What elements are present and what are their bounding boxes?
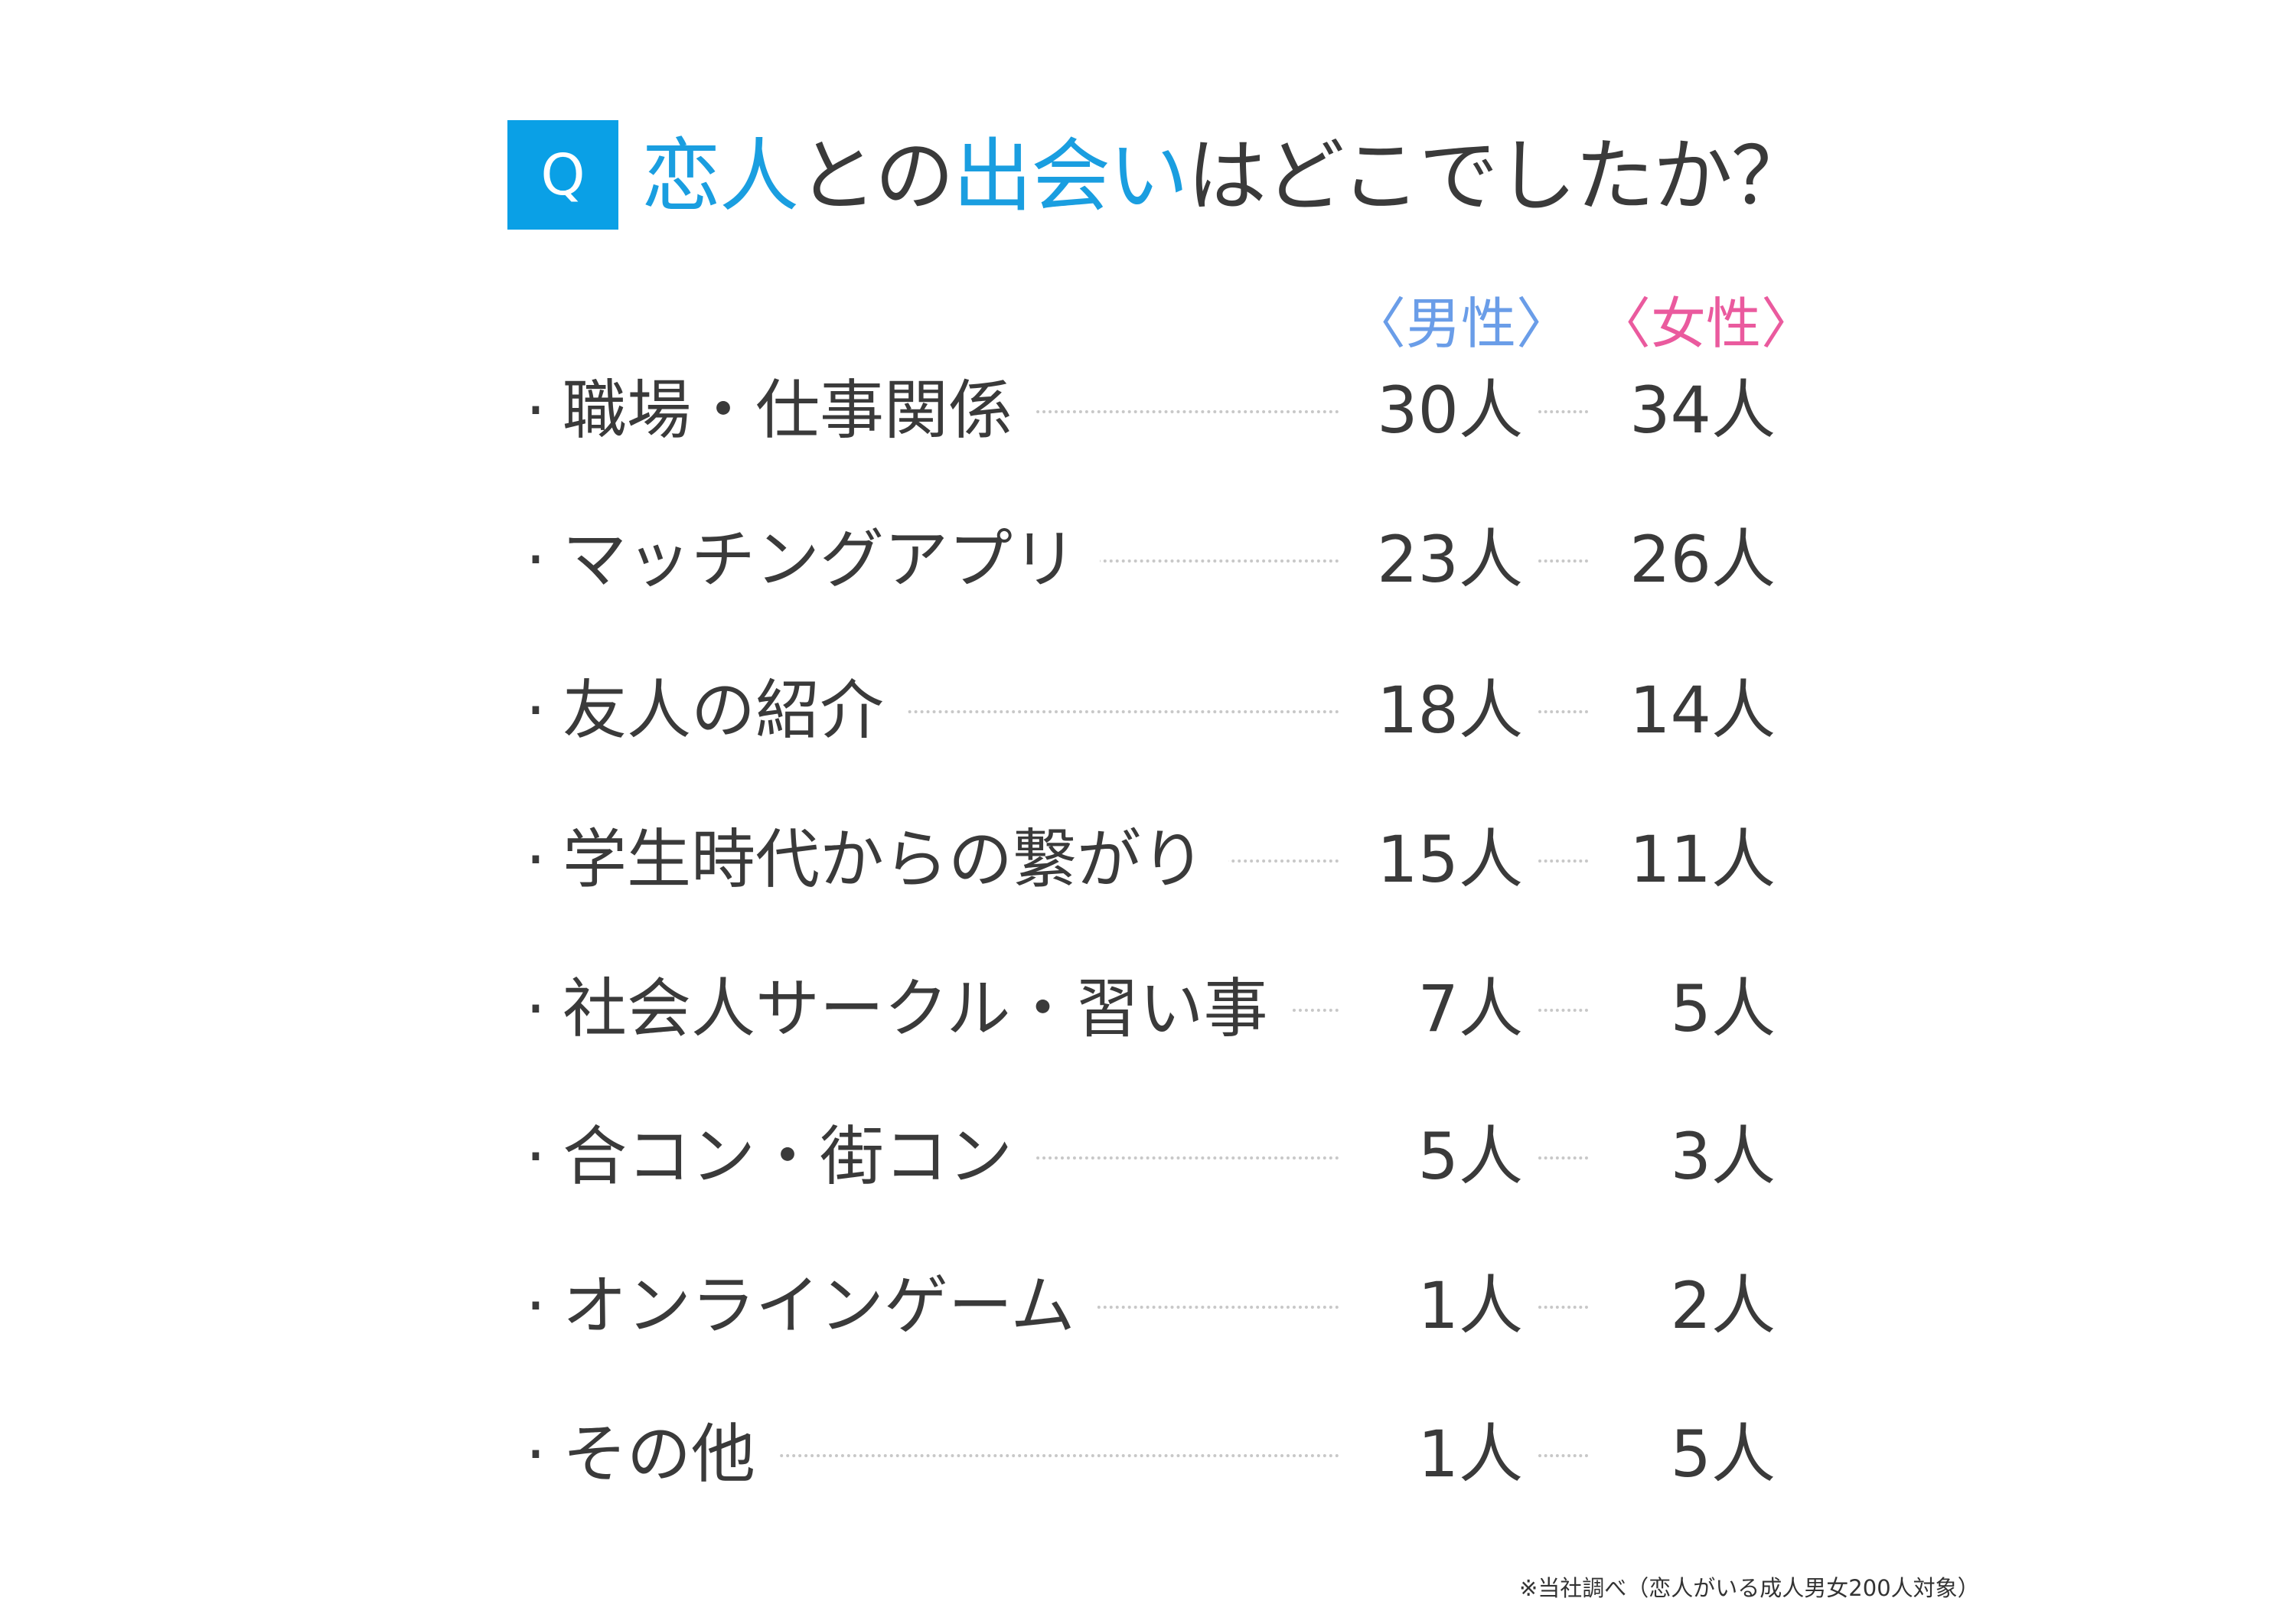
table-row: · 社会人サークル・習い事 7人 5人 [520, 963, 1776, 1055]
women-count: 34人 [1629, 373, 1776, 448]
title-part: 恋人 [641, 129, 799, 223]
table-row: · マッチングアプリ 23人 26人 [520, 514, 1776, 605]
row-label: その他 [563, 1408, 779, 1500]
row-label: 合コン・街コン [563, 1111, 1036, 1202]
men-count: 1人 [1417, 1268, 1523, 1343]
bullet: · [525, 522, 546, 597]
women-count: 5人 [1670, 971, 1776, 1046]
bullet: · [525, 1417, 546, 1492]
bullet: · [525, 1119, 546, 1194]
women-count: 3人 [1670, 1119, 1776, 1194]
men-count: 7人 [1417, 971, 1523, 1046]
row-label: 友人の紹介 [563, 664, 908, 756]
men-header: 〈男性〉 [1351, 292, 1572, 356]
dot-leader [1538, 559, 1588, 563]
women-count: 11人 [1629, 822, 1776, 897]
table-row: · 学生時代からの繋がり 15人 11人 [520, 814, 1776, 905]
men-count: 23人 [1377, 522, 1523, 597]
row-label: 学生時代からの繋がり [563, 814, 1229, 905]
women-count: 2人 [1670, 1268, 1776, 1343]
bullet: · [525, 373, 546, 448]
dot-leader [1538, 710, 1588, 713]
dot-leader [1538, 1009, 1588, 1012]
row-label: オンラインゲーム [563, 1260, 1098, 1352]
women-header: 〈女性〉 [1596, 292, 1817, 356]
dot-leader [597, 1454, 1339, 1457]
women-count: 26人 [1629, 522, 1776, 597]
men-count: 5人 [1417, 1119, 1523, 1194]
table-row: · 友人の紹介 18人 14人 [520, 664, 1776, 756]
table-row: · その他 1人 5人 [520, 1408, 1776, 1500]
dot-leader [597, 710, 1339, 713]
dot-leader [1538, 1156, 1588, 1159]
footnote: ※当社調べ（恋人がいる成人男女200人対象） [1519, 1575, 1980, 1601]
bullet: · [525, 1268, 546, 1343]
title-part: はどこでしたか？ [1187, 129, 1811, 223]
men-count: 1人 [1417, 1417, 1523, 1492]
dot-leader [1538, 1306, 1588, 1309]
row-label: 職場・仕事関係 [563, 364, 1036, 456]
bullet: · [525, 971, 546, 1046]
table-row: · 職場・仕事関係 30人 34人 [520, 364, 1776, 456]
bullet: · [525, 822, 546, 897]
women-count: 5人 [1670, 1417, 1776, 1492]
row-label: マッチングアプリ [563, 514, 1101, 605]
men-count: 15人 [1377, 822, 1523, 897]
title-part: 出会い [952, 129, 1189, 223]
q-badge: Q [507, 120, 618, 230]
dot-leader [1538, 410, 1588, 413]
men-count: 30人 [1377, 373, 1523, 448]
dot-leader [1538, 1454, 1588, 1457]
table-row: · オンラインゲーム 1人 2人 [520, 1260, 1776, 1352]
men-count: 18人 [1377, 673, 1523, 748]
table-row: · 合コン・街コン 5人 3人 [520, 1111, 1776, 1202]
page-title: 恋人との出会いはどこでしたか？ [641, 122, 1811, 230]
dot-leader [1538, 859, 1588, 863]
women-count: 14人 [1629, 673, 1776, 748]
row-label: 社会人サークル・習い事 [563, 963, 1291, 1055]
bullet: · [525, 673, 546, 748]
title-part: との [797, 129, 954, 223]
